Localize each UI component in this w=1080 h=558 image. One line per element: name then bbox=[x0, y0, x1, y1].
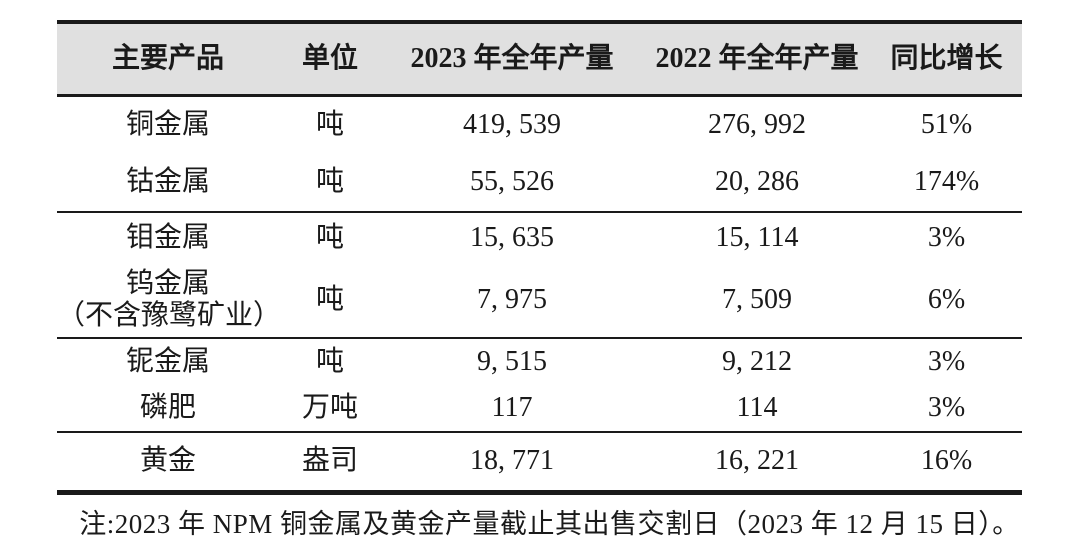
cell-product: 铌金属 bbox=[125, 345, 210, 377]
table-row-copper: 铜金属 吨 419, 539 276, 992 51% bbox=[57, 97, 1022, 154]
cell-2022-value: 20, 286 bbox=[715, 166, 799, 198]
header-cell-2022-output: 2022 年全年产量 bbox=[655, 42, 859, 74]
header-cell-yoy-growth: 同比增长 bbox=[890, 42, 1003, 74]
cell-product: 钼金属 bbox=[125, 221, 210, 253]
cell-2022-value: 9, 212 bbox=[722, 345, 792, 377]
cell-unit: 吨 bbox=[315, 345, 344, 377]
product-name: 钨金属 bbox=[125, 267, 210, 299]
cell-yoy-value: 6% bbox=[927, 283, 966, 315]
cell-product: 钨金属 （不含豫鹭矿业） bbox=[57, 263, 282, 337]
table-row-niobium: 铌金属 吨 9, 515 9, 212 3% bbox=[57, 339, 1022, 385]
table-row-cobalt: 钴金属 吨 55, 526 20, 286 174% bbox=[57, 154, 1022, 211]
cell-2023-value: 419, 539 bbox=[463, 109, 561, 141]
cell-unit: 吨 bbox=[315, 283, 344, 315]
table-group-niobium-phosphate: 铌金属 吨 9, 515 9, 212 3% 磷肥 万吨 117 114 3% bbox=[57, 339, 1022, 433]
table-header-row: 主要产品 单位 2023 年全年产量 2022 年全年产量 同比增长 bbox=[57, 24, 1022, 97]
cell-2023-value: 18, 771 bbox=[470, 445, 554, 477]
cell-unit: 吨 bbox=[315, 166, 344, 198]
cell-unit: 万吨 bbox=[301, 391, 358, 423]
cell-2022-value: 276, 992 bbox=[708, 109, 806, 141]
cell-unit: 吨 bbox=[315, 109, 344, 141]
cell-yoy-value: 3% bbox=[927, 391, 966, 423]
cell-yoy-value: 16% bbox=[920, 445, 973, 477]
cell-2023-value: 15, 635 bbox=[470, 221, 554, 253]
footnote: 注:2023 年 NPM 铜金属及黄金产量截止其出售交割日（2023 年 12 … bbox=[79, 509, 1020, 539]
table-row-tungsten: 钨金属 （不含豫鹭矿业） 吨 7, 975 7, 509 6% bbox=[57, 263, 1022, 337]
cell-2023-value: 7, 975 bbox=[477, 283, 547, 315]
cell-2022-value: 7, 509 bbox=[722, 283, 792, 315]
cell-2023-value: 55, 526 bbox=[470, 166, 554, 198]
table-row-molybdenum: 钼金属 吨 15, 635 15, 114 3% bbox=[57, 213, 1022, 263]
cell-2022-value: 15, 114 bbox=[715, 221, 799, 253]
table-group-copper-cobalt: 铜金属 吨 419, 539 276, 992 51% 钴金属 吨 55, 52… bbox=[57, 97, 1022, 213]
header-cell-product: 主要产品 bbox=[111, 42, 224, 74]
table-row-gold: 黄金 盎司 18, 771 16, 221 16% bbox=[57, 433, 1022, 490]
cell-2022-value: 16, 221 bbox=[715, 445, 799, 477]
header-cell-2023-output: 2023 年全年产量 bbox=[410, 42, 614, 74]
table-group-molybdenum-tungsten: 钼金属 吨 15, 635 15, 114 3% 钨金属 （不含豫鹭矿业） 吨 … bbox=[57, 213, 1022, 339]
cell-2023-value: 117 bbox=[491, 391, 533, 423]
cell-product: 铜金属 bbox=[125, 109, 210, 141]
product-qualifier: （不含豫鹭矿业） bbox=[57, 300, 282, 331]
cell-yoy-value: 3% bbox=[927, 221, 966, 253]
cell-yoy-value: 3% bbox=[927, 345, 966, 377]
cell-yoy-value: 51% bbox=[920, 109, 973, 141]
cell-product: 磷肥 bbox=[139, 391, 196, 423]
cell-2022-value: 114 bbox=[736, 391, 778, 423]
production-table: 主要产品 单位 2023 年全年产量 2022 年全年产量 同比增长 铜金属 吨… bbox=[57, 20, 1022, 495]
table-row-phosphate: 磷肥 万吨 117 114 3% bbox=[57, 385, 1022, 431]
table-group-gold: 黄金 盎司 18, 771 16, 221 16% bbox=[57, 433, 1022, 490]
cell-product: 黄金 bbox=[139, 445, 196, 477]
cell-unit: 吨 bbox=[315, 221, 344, 253]
header-cell-unit: 单位 bbox=[301, 42, 358, 74]
cell-product: 钴金属 bbox=[125, 166, 210, 198]
cell-yoy-value: 174% bbox=[913, 166, 980, 198]
cell-unit: 盎司 bbox=[301, 445, 358, 477]
cell-2023-value: 9, 515 bbox=[477, 345, 547, 377]
